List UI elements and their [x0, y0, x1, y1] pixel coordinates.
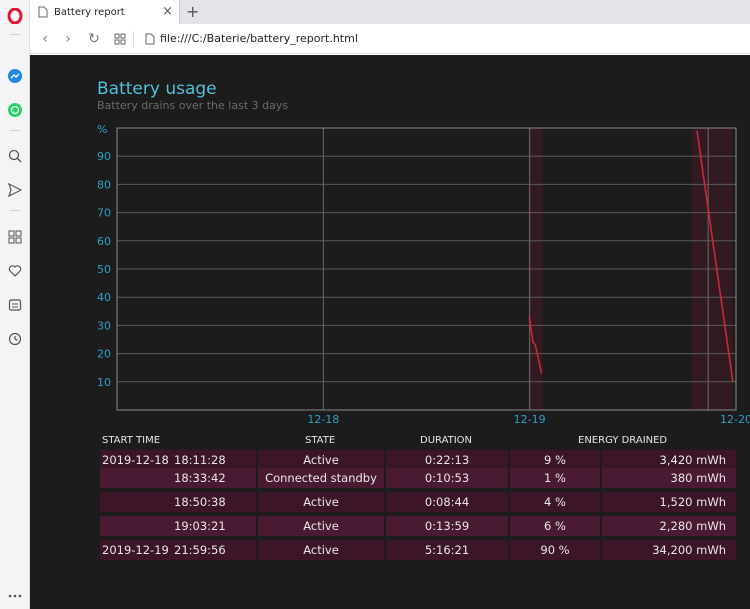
start-time-cell: 19:03:21 [100, 516, 256, 536]
table-row: 2019-12-19 21:59:56 Active 5:16:21 90 % 3… [100, 540, 736, 560]
start-date: 2019-12-18 [102, 453, 169, 467]
state-cell: Active [258, 492, 384, 512]
y-tick-label: 40 [97, 291, 111, 304]
table-row: 2019-12-18 18:11:28 Active 0:22:13 9 % 3,… [100, 450, 736, 470]
battery-drain-line [528, 316, 543, 374]
percent-cell: 4 % [510, 492, 600, 512]
address-bar: ‹ › ↻ file:///C:/Baterie/battery_report.… [30, 24, 750, 54]
table-header: START TIME STATE DURATION ENERGY DRAINED [102, 435, 742, 449]
news-icon[interactable] [5, 295, 25, 315]
percent-cell: 1 % [510, 468, 600, 488]
tabs-grid-icon[interactable] [110, 29, 130, 49]
duration-cell: 0:08:44 [386, 492, 508, 512]
table-row: 18:50:38 Active 0:08:44 4 % 1,520 mWh [100, 492, 736, 512]
history-icon[interactable] [5, 329, 25, 349]
duration-cell: 0:22:13 [386, 450, 508, 470]
document-icon [38, 6, 48, 18]
duration-cell: 0:10:53 [386, 468, 508, 488]
opera-logo-icon[interactable] [5, 6, 25, 26]
whatsapp-icon[interactable] [5, 100, 25, 120]
state-cell: Active [258, 516, 384, 536]
battery-usage-chart: 10 20 30 40 50 60 70 80 90% 12-18 12-19 12-20 [97, 123, 750, 426]
tab-strip: Battery report × + [30, 0, 750, 24]
y-tick-label: 50 [97, 263, 111, 276]
start-time: 21:59:56 [174, 543, 226, 557]
table-row: 18:33:42 Connected standby 0:10:53 1 % 3… [100, 468, 736, 488]
address-divider [133, 31, 134, 47]
start-time-cell: 2019-12-19 21:59:56 [100, 540, 256, 560]
battery-drain-line [696, 130, 734, 382]
y-tick-label: 20 [97, 348, 111, 361]
start-time-cell: 2019-12-18 18:11:28 [100, 450, 256, 470]
percent-cell: 9 % [510, 450, 600, 470]
report-page: Battery usage Battery drains over the la… [30, 55, 750, 609]
header-state: STATE [305, 435, 336, 446]
forward-icon[interactable]: › [65, 31, 71, 47]
y-tick-label: 90 [97, 150, 111, 163]
tab-battery-report[interactable]: Battery report × [30, 0, 180, 24]
header-duration: DURATION [420, 435, 473, 446]
duration-cell: 0:13:59 [386, 516, 508, 536]
table-row: 19:03:21 Active 0:13:59 6 % 2,280 mWh [100, 516, 736, 536]
header-energy-drained: ENERGY DRAINED [578, 435, 668, 446]
y-tick-label: 30 [97, 319, 111, 332]
page-title: Battery usage [97, 79, 217, 99]
url-field[interactable]: file:///C:/Baterie/battery_report.html [160, 32, 358, 45]
x-tick-label: 12-20 [720, 413, 750, 426]
percent-cell: 90 % [510, 540, 600, 560]
x-tick-label: 12-18 [307, 413, 339, 426]
start-time-cell: 18:50:38 [100, 492, 256, 512]
start-time: 18:11:28 [174, 453, 226, 467]
state-cell: Connected standby [258, 468, 384, 488]
y-tick-label: 10 [97, 376, 111, 389]
new-tab-icon[interactable]: + [186, 2, 200, 21]
y-tick-label: 60 [97, 235, 111, 248]
tab-title: Battery report [54, 6, 125, 18]
messenger-icon[interactable] [5, 66, 25, 86]
y-axis-unit-label: % [97, 123, 107, 136]
page-subtitle: Battery drains over the last 3 days [97, 99, 289, 112]
sidebar-divider [10, 210, 20, 211]
x-tick-label: 12-19 [514, 413, 546, 426]
start-time: 18:50:38 [174, 495, 226, 509]
speed-dial-icon[interactable] [5, 227, 25, 247]
back-icon[interactable]: ‹ [42, 31, 48, 47]
start-time: 19:03:21 [174, 519, 226, 533]
start-time: 18:33:42 [174, 471, 226, 485]
state-cell: Active [258, 540, 384, 560]
percent-cell: 6 % [510, 516, 600, 536]
y-tick-label: 80 [97, 178, 111, 191]
close-tab-icon[interactable]: × [162, 4, 173, 19]
header-start-time: START TIME [102, 435, 161, 446]
energy-cell: 2,280 mWh [602, 516, 736, 536]
more-icon[interactable] [5, 586, 25, 606]
reload-icon[interactable]: ↻ [88, 31, 100, 47]
energy-cell: 34,200 mWh [602, 540, 736, 560]
page-icon [140, 29, 160, 49]
browser-sidebar [0, 0, 30, 609]
plot-border [116, 127, 737, 411]
y-tick-label: 70 [97, 207, 111, 220]
energy-cell: 3,420 mWh [602, 450, 736, 470]
sidebar-divider [10, 34, 20, 35]
energy-cell: 380 mWh [602, 468, 736, 488]
sidebar-divider [10, 130, 20, 131]
start-time-cell: 18:33:42 [100, 468, 256, 488]
duration-cell: 5:16:21 [386, 540, 508, 560]
heart-icon[interactable] [5, 261, 25, 281]
search-icon[interactable] [5, 146, 25, 166]
state-cell: Active [258, 450, 384, 470]
energy-cell: 1,520 mWh [602, 492, 736, 512]
send-icon[interactable] [5, 180, 25, 200]
start-date: 2019-12-19 [102, 543, 169, 557]
